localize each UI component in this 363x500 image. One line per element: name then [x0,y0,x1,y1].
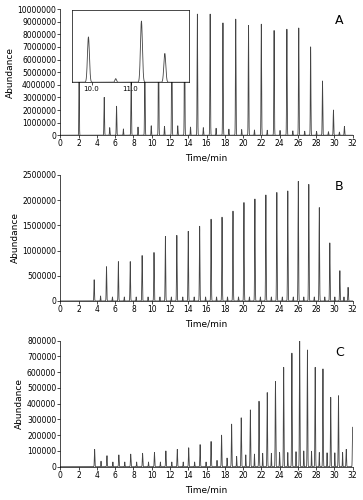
X-axis label: Time/min: Time/min [185,486,228,494]
Y-axis label: Abundance: Abundance [15,378,24,429]
Y-axis label: Abundance: Abundance [11,212,20,264]
Text: B: B [335,180,344,193]
Y-axis label: Abundance: Abundance [5,46,15,98]
X-axis label: Time/min: Time/min [185,154,228,163]
Text: C: C [335,346,344,358]
X-axis label: Time/min: Time/min [185,320,228,328]
Text: A: A [335,14,344,27]
